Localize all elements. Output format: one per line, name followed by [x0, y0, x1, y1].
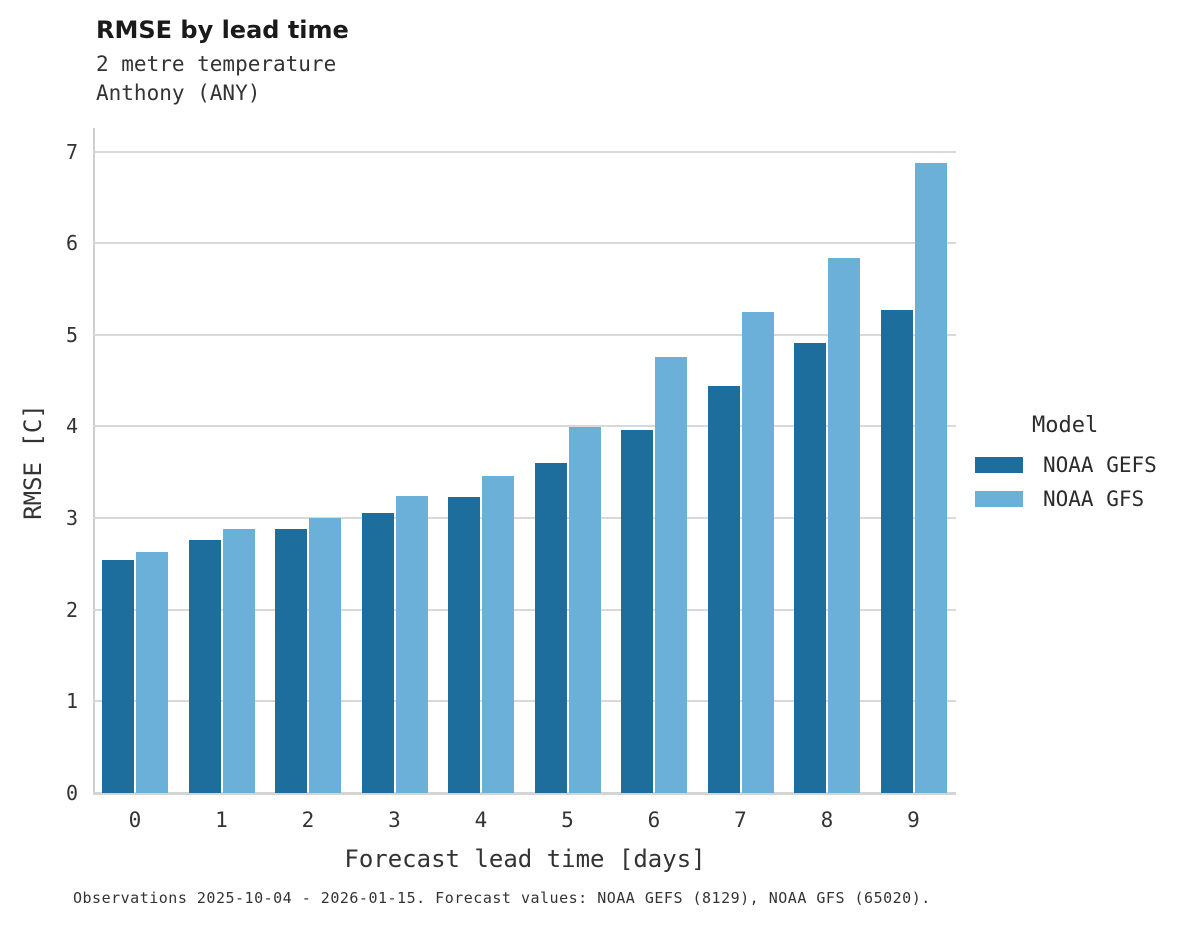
bar-noaa-gfs-lead-8 [828, 257, 860, 793]
legend-label: NOAA GFS [1043, 487, 1145, 511]
bar-noaa-gefs-lead-1 [188, 540, 221, 793]
bar-noaa-gfs-lead-9 [914, 163, 947, 793]
x-tick-0: 0 [128, 808, 142, 832]
gridline-y-5 [94, 333, 956, 336]
bar-noaa-gfs-lead-3 [395, 496, 428, 793]
chart-subtitle-variable: 2 metre temperature [96, 52, 337, 76]
x-tick-3: 3 [388, 808, 401, 832]
x-axis-spine [93, 792, 956, 795]
legend-title: Model [1032, 413, 1099, 438]
y-tick-0: 0 [65, 781, 78, 805]
gridline-y-2 [94, 608, 956, 611]
x-tick-4: 4 [474, 808, 488, 832]
x-axis-title: Forecast lead time [days] [344, 845, 706, 873]
bar-noaa-gfs-lead-0 [136, 552, 168, 793]
legend: Model NOAA GEFS NOAA GFS [975, 413, 1190, 520]
legend-swatch-icon [975, 491, 1023, 507]
y-tick-2: 2 [65, 597, 78, 622]
bar-noaa-gefs-lead-5 [534, 463, 567, 793]
y-axis-title: RMSE [C] [19, 404, 47, 520]
bar-noaa-gfs-lead-1 [222, 529, 255, 793]
gridline-y-3 [94, 517, 956, 520]
gridline-y-1 [94, 700, 956, 703]
plot-area [93, 128, 956, 795]
y-tick-3: 3 [65, 506, 78, 531]
legend-label: NOAA GEFS [1043, 453, 1157, 477]
bar-noaa-gfs-lead-5 [568, 427, 601, 793]
bar-noaa-gfs-lead-4 [482, 475, 514, 793]
x-tick-9: 9 [907, 808, 920, 832]
y-axis-spine [93, 128, 95, 793]
y-tick-5: 5 [65, 322, 78, 347]
x-tick-8: 8 [820, 808, 834, 832]
legend-items: NOAA GEFS NOAA GFS [975, 452, 1190, 512]
bar-noaa-gefs-lead-9 [880, 310, 913, 793]
y-tick-4: 4 [65, 414, 78, 439]
bar-noaa-gefs-lead-0 [102, 560, 134, 793]
footnote-caption: Observations 2025-10-04 - 2026-01-15. Fo… [73, 889, 931, 907]
x-tick-1: 1 [215, 808, 228, 832]
legend-item-noaa-gefs: NOAA GEFS [975, 452, 1190, 478]
bar-noaa-gefs-lead-6 [621, 430, 653, 793]
bar-noaa-gefs-lead-3 [361, 512, 394, 793]
chart-subtitle-station: Anthony (ANY) [96, 81, 261, 105]
bar-noaa-gfs-lead-7 [741, 311, 774, 793]
gridline-y-7 [94, 150, 956, 153]
gridline-y-4 [94, 425, 956, 428]
bar-noaa-gefs-lead-7 [707, 386, 740, 793]
y-tick-7: 7 [65, 139, 78, 164]
x-tick-2: 2 [301, 808, 315, 832]
x-tick-5: 5 [561, 808, 574, 832]
legend-item-noaa-gfs: NOAA GFS [975, 486, 1190, 512]
x-tick-7: 7 [734, 808, 747, 832]
legend-swatch-icon [975, 457, 1023, 473]
gridline-y-6 [94, 242, 956, 245]
y-tick-6: 6 [65, 231, 78, 256]
bar-noaa-gefs-lead-8 [794, 343, 826, 793]
y-tick-1: 1 [65, 689, 78, 714]
bar-noaa-gefs-lead-2 [275, 529, 307, 793]
x-tick-6: 6 [647, 808, 661, 832]
bar-noaa-gefs-lead-4 [448, 497, 480, 793]
bar-noaa-gfs-lead-6 [655, 356, 687, 793]
chart-title: RMSE by lead time [96, 16, 349, 44]
bar-noaa-gfs-lead-2 [309, 518, 341, 793]
